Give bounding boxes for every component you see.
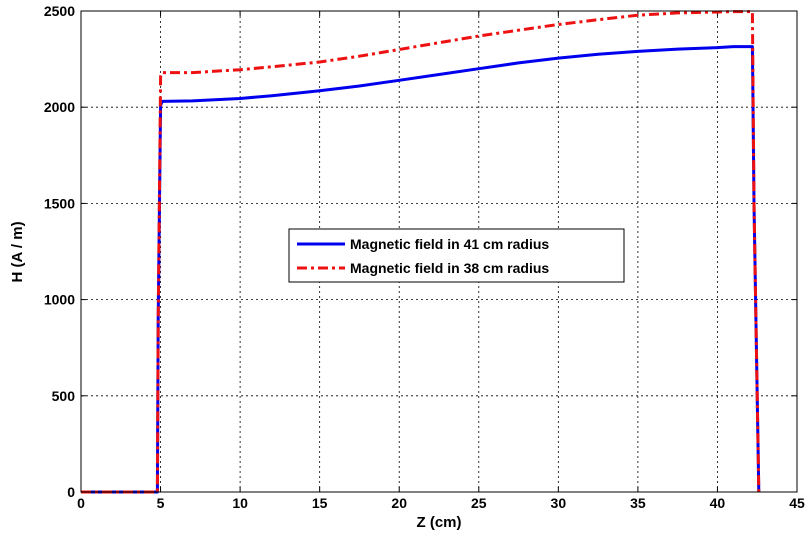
x-tick-label: 25 [471,495,487,511]
x-tick-label: 5 [157,495,165,511]
y-tick-label: 1000 [44,292,75,308]
x-tick-label: 40 [710,495,726,511]
x-tick-label: 10 [232,495,248,511]
legend: Magnetic field in 41 cm radius Magnetic … [288,228,625,283]
series-lines [81,10,761,494]
y-axis-label: H (A / m) [9,221,26,282]
x-tick-label: 0 [77,495,85,511]
y-tick-label: 2500 [44,3,75,19]
x-axis-label: Z (cm) [417,514,462,531]
y-tick-label: 500 [52,388,76,404]
x-tick-label: 30 [551,495,567,511]
legend-label-38cm: Magnetic field in 38 cm radius [350,260,549,276]
y-tick-label: 2000 [44,99,75,115]
x-tick-label: 45 [789,495,805,511]
x-tick-label: 20 [391,495,407,511]
x-tick-label: 15 [312,495,328,511]
legend-box [288,228,625,283]
y-tick-label: 0 [67,484,75,500]
plot-frame [80,10,798,493]
y-axis-ticks: 0 500 1000 1500 2000 2500 [44,3,797,500]
x-tick-label: 35 [630,495,646,511]
y-tick-label: 1500 [44,195,75,211]
legend-label-41cm: Magnetic field in 41 cm radius [350,236,549,252]
